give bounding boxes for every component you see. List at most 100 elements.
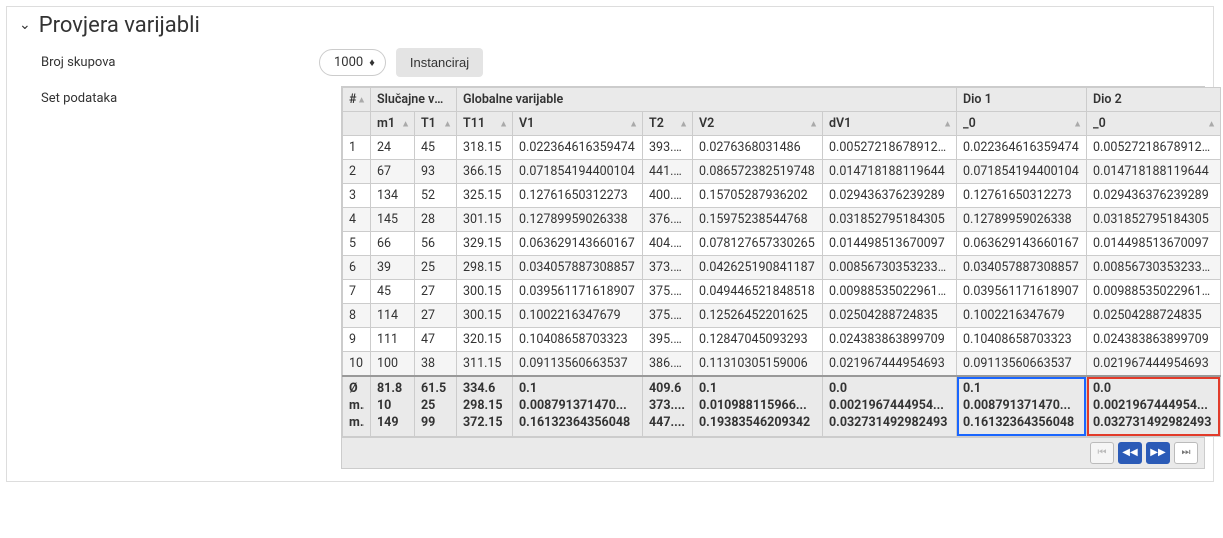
cell-d1: 0.034057887308857 (957, 256, 1087, 280)
cell-i: 10 (343, 352, 371, 377)
sort-icon: ▲ (357, 94, 366, 105)
cell-m1: 67 (371, 160, 415, 184)
cell-V1: 0.063629143660167 (513, 232, 643, 256)
sort-icon: ▲ (809, 118, 818, 129)
cell-T11: 298.15 (457, 256, 513, 280)
cell-T2: 376.15 (643, 208, 693, 232)
panel-header: ⌄ Provjera varijabli (19, 13, 1201, 38)
col-group-index[interactable]: #▲ (343, 88, 371, 112)
stat-v1: 0.1 0.008791371470... 0.16132364356048 (513, 376, 643, 436)
cell-T11: 329.15 (457, 232, 513, 256)
cell-i: 8 (343, 304, 371, 328)
group-header-row: #▲ Slučajne vari... Globalne varijable D… (343, 88, 1221, 112)
cell-V2: 0.078127657330265 (693, 232, 823, 256)
col-v2[interactable]: V2▲ (693, 112, 823, 136)
cell-i: 6 (343, 256, 371, 280)
cell-V1: 0.12761650312273 (513, 184, 643, 208)
table-body: 12445318.150.022364616359474393.150.0276… (343, 136, 1221, 377)
col-d1[interactable]: _0▲ (957, 112, 1087, 136)
cell-V2: 0.086572382519748 (693, 160, 823, 184)
cell-V2: 0.049446521848518 (693, 280, 823, 304)
dataset-table: #▲ Slučajne vari... Globalne varijable D… (342, 87, 1221, 437)
cell-d2: 0.031852795184305 (1087, 208, 1221, 232)
table-row[interactable]: 12445318.150.022364616359474393.150.0276… (343, 136, 1221, 160)
cell-T1: 27 (415, 280, 457, 304)
col-group-random[interactable]: Slučajne vari... (371, 88, 457, 112)
col-t2[interactable]: T2▲ (643, 112, 693, 136)
cell-T1: 25 (415, 256, 457, 280)
table-row[interactable]: 74527300.150.039561171618907375.150.0494… (343, 280, 1221, 304)
sort-icon: ▲ (1207, 118, 1216, 129)
count-value: 1000 (334, 55, 363, 70)
cell-dV1: 0.0052721867891263 (823, 136, 957, 160)
table-row[interactable]: 414528301.150.12789959026338376.150.1597… (343, 208, 1221, 232)
cell-m1: 114 (371, 304, 415, 328)
cell-T11: 366.15 (457, 160, 513, 184)
cell-d1: 0.039561171618907 (957, 280, 1087, 304)
col-group-part2[interactable]: Dio 2 (1087, 88, 1221, 112)
cell-d1: 0.10408658703323 (957, 328, 1087, 352)
cell-T1: 28 (415, 208, 457, 232)
col-group-global[interactable]: Globalne varijable (457, 88, 957, 112)
instantiate-button[interactable]: Instanciraj (396, 48, 483, 77)
cell-T11: 318.15 (457, 136, 513, 160)
pager-first-button[interactable]: ⏮ (1090, 442, 1114, 464)
table-row[interactable]: 56656329.150.063629143660167404.150.0781… (343, 232, 1221, 256)
sort-icon: ▲ (401, 118, 410, 129)
collapse-toggle-icon[interactable]: ⌄ (19, 17, 31, 33)
cell-dV1: 0.0085673035323303 (823, 256, 957, 280)
cell-d1: 0.063629143660167 (957, 232, 1087, 256)
cell-i: 7 (343, 280, 371, 304)
col-dv1[interactable]: dV1▲ (823, 112, 957, 136)
sort-icon: ▲ (629, 118, 638, 129)
cell-T11: 301.15 (457, 208, 513, 232)
cell-T11: 300.15 (457, 304, 513, 328)
cell-m1: 45 (371, 280, 415, 304)
cell-T2: 375.15 (643, 280, 693, 304)
col-v1[interactable]: V1▲ (513, 112, 643, 136)
pager-prev-button[interactable]: ◀◀ (1118, 442, 1142, 464)
cell-d2: 0.0052721867891263 (1087, 136, 1221, 160)
cell-i: 9 (343, 328, 371, 352)
col-t1[interactable]: T1▲ (415, 112, 457, 136)
cell-T11: 325.15 (457, 184, 513, 208)
cell-m1: 66 (371, 232, 415, 256)
table-row[interactable]: 26793366.150.071854194400104441.150.0865… (343, 160, 1221, 184)
cell-dV1: 0.029436376239289 (823, 184, 957, 208)
cell-m1: 24 (371, 136, 415, 160)
col-group-part1[interactable]: Dio 1 (957, 88, 1087, 112)
count-stepper[interactable]: 1000 ♦ (319, 49, 386, 76)
cell-T1: 47 (415, 328, 457, 352)
col-m1[interactable]: m1▲ (371, 112, 415, 136)
pager: ⏮ ◀◀ ▶▶ ⏭ (342, 437, 1204, 468)
cell-V2: 0.12847045093293 (693, 328, 823, 352)
table-row[interactable]: 1010038311.150.09113560663537386.150.113… (343, 352, 1221, 377)
cell-m1: 100 (371, 352, 415, 377)
pager-next-button[interactable]: ▶▶ (1146, 442, 1170, 464)
table-row[interactable]: 313452325.150.12761650312273400.150.1570… (343, 184, 1221, 208)
cell-i: 3 (343, 184, 371, 208)
cell-d1: 0.1002216347679 (957, 304, 1087, 328)
cell-d2: 0.029436376239289 (1087, 184, 1221, 208)
stat-m1: 81.8 10 149 (371, 376, 415, 436)
table-row[interactable]: 911147320.150.10408658703323395.150.1284… (343, 328, 1221, 352)
cell-d1: 0.12789959026338 (957, 208, 1087, 232)
stats-row: Ø min max 81.8 10 149 61.5 25 99 (343, 376, 1221, 436)
col-t11[interactable]: T11▲ (457, 112, 513, 136)
cell-T2: 393.15 (643, 136, 693, 160)
cell-d2: 0.0085673035323303 (1087, 256, 1221, 280)
cell-T2: 395.15 (643, 328, 693, 352)
cell-T1: 52 (415, 184, 457, 208)
table-row[interactable]: 811427300.150.1002216347679375.150.12526… (343, 304, 1221, 328)
col-d2[interactable]: _0▲ (1087, 112, 1221, 136)
cell-T11: 311.15 (457, 352, 513, 377)
cell-d1: 0.12761650312273 (957, 184, 1087, 208)
cell-i: 5 (343, 232, 371, 256)
cell-V1: 0.09113560663537 (513, 352, 643, 377)
table-row[interactable]: 63925298.150.034057887308857373.150.0426… (343, 256, 1221, 280)
sort-icon: ▲ (679, 118, 688, 129)
stat-d1: 0.1 0.008791371470... 0.16132364356048 (957, 376, 1087, 436)
pager-last-button[interactable]: ⏭ (1174, 442, 1198, 464)
cell-T1: 27 (415, 304, 457, 328)
cell-T2: 404.15 (643, 232, 693, 256)
